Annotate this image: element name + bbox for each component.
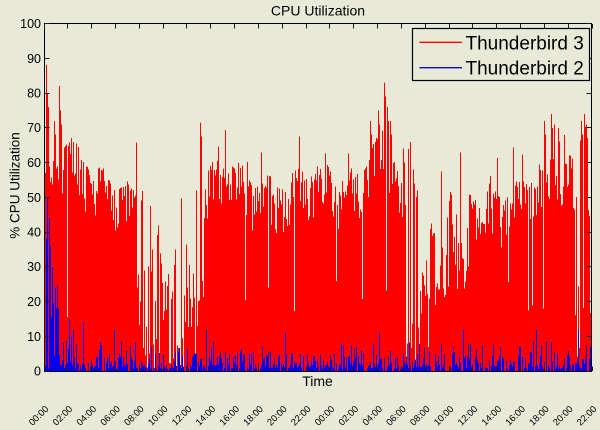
svg-text:60: 60 [27, 156, 41, 170]
svg-text:30: 30 [27, 260, 41, 274]
svg-text:0: 0 [34, 365, 41, 379]
svg-text:100: 100 [20, 17, 41, 31]
svg-text:CPU Utilization: CPU Utilization [271, 3, 365, 19]
svg-text:80: 80 [27, 87, 41, 101]
svg-text:50: 50 [27, 191, 41, 205]
svg-text:70: 70 [27, 121, 41, 135]
svg-text:Thunderbird 2: Thunderbird 2 [466, 59, 584, 80]
svg-text:Time: Time [302, 373, 333, 389]
svg-text:20: 20 [27, 295, 41, 309]
svg-text:40: 40 [27, 226, 41, 240]
svg-text:90: 90 [27, 52, 41, 66]
svg-text:Thunderbird 3: Thunderbird 3 [466, 33, 584, 54]
svg-text:10: 10 [27, 330, 41, 344]
svg-text:% CPU Utilization: % CPU Utilization [8, 132, 23, 239]
